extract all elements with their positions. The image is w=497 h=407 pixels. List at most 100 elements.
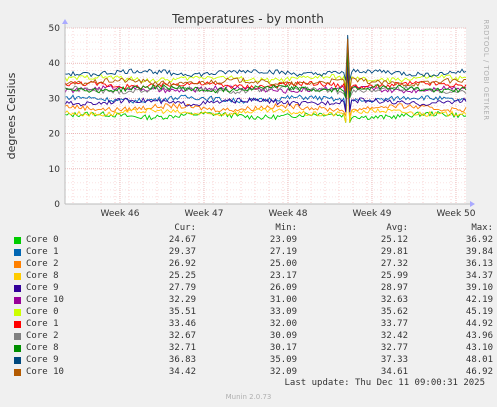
- legend-max: 46.92: [465, 367, 493, 377]
- legend-max: 42.19: [465, 295, 493, 305]
- legend-min: 31.00: [269, 295, 297, 305]
- legend-swatch: [14, 237, 21, 244]
- legend-avg: 29.81: [380, 247, 408, 257]
- legend-avg: 25.12: [380, 235, 408, 245]
- legend-cur: 27.79: [168, 283, 196, 293]
- series-lines: [64, 34, 467, 123]
- legend-name: Core 2: [26, 259, 59, 269]
- legend-swatch: [14, 369, 21, 376]
- legend-min: 23.17: [269, 271, 297, 281]
- y-tick-label: 50: [49, 24, 61, 34]
- legend-name: Core 2: [26, 331, 59, 341]
- legend-max: 44.92: [465, 319, 493, 329]
- legend-avg: 34.61: [380, 367, 408, 377]
- col-avg: Avg:: [386, 223, 408, 233]
- legend-cur: 33.46: [168, 319, 196, 329]
- axes: 0 10 20 30 40 50 Week 46 Week 47 Week 48 Week 49 W…: [49, 19, 476, 219]
- series-line: [64, 82, 467, 123]
- legend-min: 30.09: [269, 331, 297, 341]
- legend-max: 34.37: [465, 271, 493, 281]
- legend-min: 25.00: [269, 259, 297, 269]
- y-tick-label: 30: [49, 94, 61, 104]
- legend-name: Core 8: [26, 343, 59, 353]
- x-tick-label: Week 46: [101, 209, 140, 219]
- legend-avg: 25.99: [380, 271, 408, 281]
- legend-swatch: [14, 321, 21, 328]
- x-tick-label: Week 48: [269, 209, 308, 219]
- legend-name: Core 9: [26, 283, 59, 293]
- series-line: [64, 34, 467, 81]
- col-min: Min:: [275, 223, 297, 233]
- series-line: [64, 55, 467, 96]
- legend-cur: 25.25: [168, 271, 196, 281]
- legend-name: Core 8: [26, 271, 59, 281]
- legend-max: 45.19: [465, 307, 493, 317]
- y-tick-label: 10: [49, 165, 61, 175]
- legend-avg: 32.42: [380, 331, 408, 341]
- legend-min: 35.09: [269, 355, 297, 365]
- legend-cur: 32.29: [168, 295, 196, 305]
- legend-max: 36.13: [465, 259, 493, 269]
- legend-swatch: [14, 345, 21, 352]
- legend-avg: 37.33: [380, 355, 408, 365]
- legend-max: 36.92: [465, 235, 493, 245]
- legend-cur: 34.42: [168, 367, 196, 377]
- legend-swatch: [14, 357, 21, 364]
- y-tick-label: 20: [49, 130, 61, 140]
- legend-swatch: [14, 285, 21, 292]
- legend-name: Core 0: [26, 235, 59, 245]
- y-tick-label: 40: [49, 59, 61, 69]
- legend-cur: 36.83: [168, 355, 196, 365]
- series-line: [64, 66, 467, 113]
- x-axis-arrow: [470, 201, 475, 207]
- y-axis-label: degrees Celsius: [5, 72, 18, 159]
- col-cur: Cur:: [174, 223, 196, 233]
- legend-swatch: [14, 297, 21, 304]
- chart-title: Temperatures - by month: [171, 12, 324, 26]
- series-line: [64, 38, 467, 92]
- legend-max: 43.10: [465, 343, 493, 353]
- legend-avg: 35.62: [380, 307, 408, 317]
- plot-area: [65, 28, 466, 204]
- legend-cur: 32.67: [168, 331, 196, 341]
- legend-min: 32.00: [269, 319, 297, 329]
- legend-name: Core 1: [26, 319, 59, 329]
- legend-max: 43.96: [465, 331, 493, 341]
- legend-name: Core 0: [26, 307, 59, 317]
- legend-cur: 26.92: [168, 259, 196, 269]
- legend-min: 33.09: [269, 307, 297, 317]
- legend-swatch: [14, 249, 21, 256]
- legend-avg: 32.63: [380, 295, 408, 305]
- legend-avg: 32.77: [380, 343, 408, 353]
- legend-name: Core 10: [26, 367, 64, 377]
- series-line: [64, 73, 467, 123]
- legend-cur: 29.37: [168, 247, 196, 257]
- series-line: [64, 44, 467, 88]
- legend-swatch: [14, 273, 21, 280]
- legend-max: 39.84: [465, 247, 493, 257]
- x-tick-label: Week 50: [437, 209, 476, 219]
- last-update: Last update: Thu Dec 11 09:00:31 2025: [284, 378, 485, 388]
- rrdtool-watermark: RRDTOOL / TOBI OETIKER: [482, 19, 490, 120]
- y-axis-arrow: [62, 19, 68, 24]
- legend-avg: 27.32: [380, 259, 408, 269]
- col-max: Max:: [471, 223, 493, 233]
- x-tick-label: Week 49: [353, 209, 392, 219]
- x-tick-label: Week 47: [185, 209, 224, 219]
- legend-cur: 24.67: [168, 235, 196, 245]
- legend-cur: 32.71: [168, 343, 196, 353]
- legend-swatch: [14, 309, 21, 316]
- legend-min: 26.09: [269, 283, 297, 293]
- legend-name: Core 1: [26, 247, 59, 257]
- legend-cur: 35.51: [168, 307, 196, 317]
- legend-swatch: [14, 333, 21, 340]
- legend-name: Core 10: [26, 295, 64, 305]
- legend-swatch: [14, 261, 21, 268]
- legend-avg: 28.97: [380, 283, 408, 293]
- series-line: [64, 63, 467, 109]
- series-line: [64, 49, 467, 99]
- legend-name: Core 9: [26, 355, 59, 365]
- legend-max: 48.01: [465, 355, 493, 365]
- legend-avg: 33.77: [380, 319, 408, 329]
